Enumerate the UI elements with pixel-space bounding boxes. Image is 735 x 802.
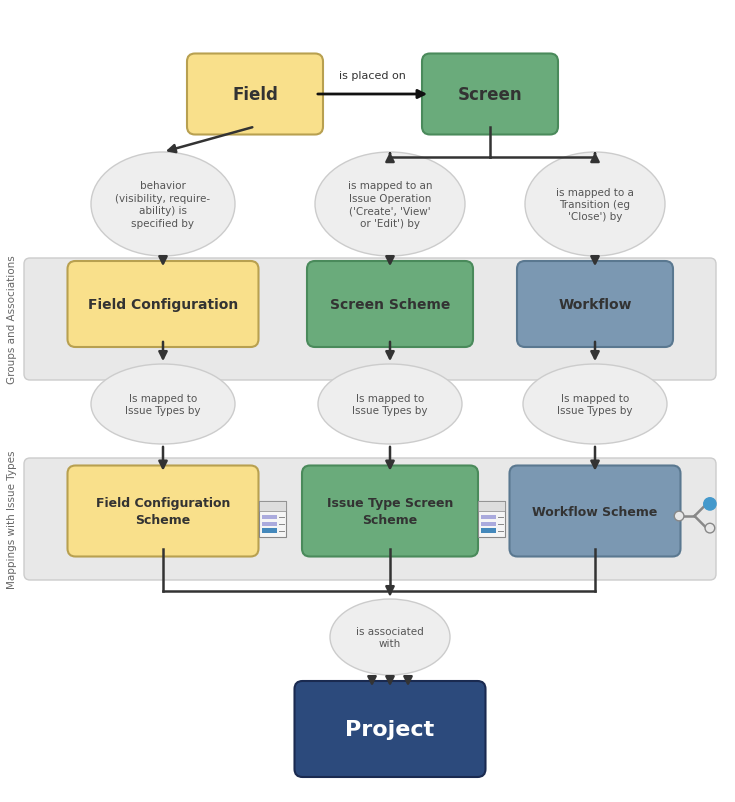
Text: is associated
with: is associated with xyxy=(356,626,424,648)
Text: Field: Field xyxy=(232,86,278,104)
Text: is placed on: is placed on xyxy=(339,71,406,81)
FancyBboxPatch shape xyxy=(68,261,259,347)
FancyBboxPatch shape xyxy=(259,501,286,512)
Text: is mapped to an
Issue Operation
('Create', 'View'
or 'Edit') by: is mapped to an Issue Operation ('Create… xyxy=(348,181,432,229)
FancyBboxPatch shape xyxy=(307,261,473,347)
FancyBboxPatch shape xyxy=(262,529,277,533)
Text: is mapped to a
Transition (eg
'Close') by: is mapped to a Transition (eg 'Close') b… xyxy=(556,188,634,222)
Text: Workflow: Workflow xyxy=(559,298,632,312)
Text: Is mapped to
Issue Types by: Is mapped to Issue Types by xyxy=(557,393,633,415)
FancyBboxPatch shape xyxy=(302,466,478,557)
Text: Mappings with Issue Types: Mappings with Issue Types xyxy=(7,450,17,589)
FancyBboxPatch shape xyxy=(422,55,558,136)
Circle shape xyxy=(674,512,684,521)
Text: Screen Scheme: Screen Scheme xyxy=(330,298,450,312)
Text: Field Configuration
Scheme: Field Configuration Scheme xyxy=(96,497,230,526)
FancyBboxPatch shape xyxy=(517,261,673,347)
Text: Field Configuration: Field Configuration xyxy=(88,298,238,312)
Text: behavior
(visibility, require-
ability) is
specified by: behavior (visibility, require- ability) … xyxy=(115,181,210,229)
Ellipse shape xyxy=(318,365,462,444)
FancyBboxPatch shape xyxy=(295,681,486,777)
FancyBboxPatch shape xyxy=(481,522,496,526)
FancyBboxPatch shape xyxy=(68,466,259,557)
FancyBboxPatch shape xyxy=(262,515,277,520)
Text: Is mapped to
Issue Types by: Is mapped to Issue Types by xyxy=(352,393,428,415)
Ellipse shape xyxy=(315,153,465,257)
Ellipse shape xyxy=(91,365,235,444)
FancyBboxPatch shape xyxy=(478,501,506,537)
FancyBboxPatch shape xyxy=(481,515,496,520)
FancyBboxPatch shape xyxy=(478,501,506,512)
Circle shape xyxy=(703,498,716,510)
FancyBboxPatch shape xyxy=(262,522,277,526)
Circle shape xyxy=(705,524,714,533)
FancyBboxPatch shape xyxy=(24,259,716,380)
Text: Is mapped to
Issue Types by: Is mapped to Issue Types by xyxy=(125,393,201,415)
Ellipse shape xyxy=(91,153,235,257)
Text: Project: Project xyxy=(345,719,434,739)
Text: Workflow Scheme: Workflow Scheme xyxy=(532,505,658,518)
FancyBboxPatch shape xyxy=(187,55,323,136)
FancyBboxPatch shape xyxy=(481,529,496,533)
Ellipse shape xyxy=(330,599,450,675)
Text: Screen: Screen xyxy=(458,86,523,104)
Text: Issue Type Screen
Scheme: Issue Type Screen Scheme xyxy=(327,497,453,526)
FancyBboxPatch shape xyxy=(259,501,286,537)
Text: Groups and Associations: Groups and Associations xyxy=(7,255,17,384)
FancyBboxPatch shape xyxy=(24,459,716,581)
Ellipse shape xyxy=(525,153,665,257)
Ellipse shape xyxy=(523,365,667,444)
FancyBboxPatch shape xyxy=(509,466,681,557)
